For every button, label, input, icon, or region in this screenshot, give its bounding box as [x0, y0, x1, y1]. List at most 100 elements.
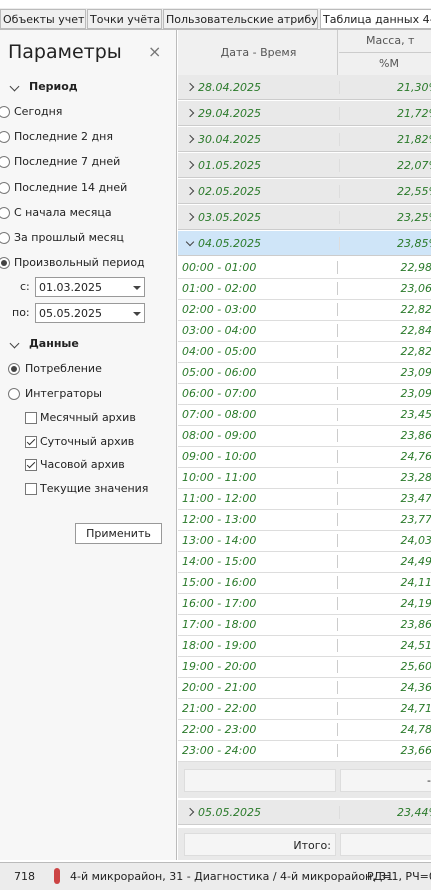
row-value: 23,099 — [400, 366, 431, 379]
status-bar — [0, 862, 431, 890]
group-value: 23,25% — [339, 211, 431, 224]
data-row — [178, 594, 431, 615]
row-time: 04:00 - 05:00 — [182, 345, 338, 358]
data-row — [178, 468, 431, 489]
row-time: 16:00 - 17:00 — [182, 597, 338, 610]
total-label: Итого: — [184, 833, 336, 856]
group-row[interactable] — [178, 75, 431, 100]
summary-value: - — [340, 769, 431, 792]
group-row[interactable] — [178, 153, 431, 178]
radio-label[interactable]: За прошлый месяц — [14, 231, 124, 244]
radio-label[interactable]: Произвольный период — [14, 256, 145, 270]
close-button[interactable]: × — [148, 42, 162, 61]
row-time: 20:00 - 21:00 — [182, 681, 338, 694]
data-row — [178, 342, 431, 363]
row-value: 23,869 — [400, 618, 431, 631]
data-row — [178, 300, 431, 321]
apply-button[interactable]: Применить — [75, 523, 162, 544]
tab[interactable]: Объекты учета — [0, 9, 86, 29]
radio[interactable] — [8, 388, 20, 400]
panel-title: Параметры — [8, 41, 122, 63]
group-date: 01.05.2025 — [198, 159, 261, 172]
data-row — [178, 405, 431, 426]
row-time: 09:00 - 10:00 — [182, 450, 338, 463]
radio-label[interactable]: Последние 7 дней — [14, 155, 121, 169]
row-time: 11:00 - 12:00 — [182, 492, 338, 505]
checkbox[interactable] — [25, 412, 37, 424]
field-label: по: — [12, 306, 30, 319]
radio[interactable] — [0, 131, 10, 144]
group-value: 22,55% — [339, 185, 431, 198]
group-row[interactable] — [178, 101, 431, 126]
row-time: 12:00 - 13:00 — [182, 513, 338, 526]
group-value: 23,85% — [339, 237, 431, 250]
summary-cell — [184, 769, 336, 792]
row-value: 24,369 — [400, 681, 431, 694]
radio[interactable] — [0, 181, 10, 194]
data-row — [178, 552, 431, 573]
data-row — [178, 699, 431, 720]
radio-label[interactable]: С начала месяца — [14, 205, 112, 219]
data-row — [178, 636, 431, 657]
radio[interactable] — [0, 232, 10, 244]
grid-header — [178, 30, 431, 77]
date-input[interactable]: 05.05.2025 — [35, 303, 145, 323]
group-row[interactable] — [178, 127, 431, 152]
row-value: 24,519 — [400, 639, 431, 652]
group-date: 28.04.2025 — [198, 81, 261, 94]
dropdown-arrow — [133, 312, 141, 316]
group-date: 29.04.2025 — [198, 107, 261, 120]
row-value: 25,609 — [400, 660, 431, 673]
group-date: 03.05.2025 — [198, 211, 261, 224]
row-time: 17:00 - 18:00 — [182, 618, 338, 631]
tab[interactable]: Точки учёта — [87, 9, 162, 29]
radio-label[interactable]: Сегодня — [14, 105, 63, 118]
group-row[interactable] — [178, 179, 431, 204]
radio[interactable] — [0, 206, 10, 219]
radio[interactable] — [0, 156, 10, 169]
data-row — [178, 741, 431, 762]
group-date: 02.05.2025 — [198, 185, 261, 198]
row-time: 05:00 - 06:00 — [182, 366, 338, 379]
row-value: 23,069 — [400, 282, 431, 295]
section-label: Данные — [29, 337, 79, 350]
row-value: 22,849 — [400, 324, 431, 337]
radio[interactable] — [0, 106, 10, 118]
header-cell: Дата - Время — [180, 30, 338, 76]
checkbox[interactable] — [25, 483, 37, 496]
row-value: 24,199 — [400, 597, 431, 610]
data-row — [178, 279, 431, 300]
row-time: 21:00 - 22:00 — [182, 702, 338, 715]
row-time: 23:00 - 24:00 — [182, 744, 338, 757]
row-time: 06:00 - 07:00 — [182, 387, 338, 400]
checkbox-label[interactable]: Часовой архив — [40, 458, 125, 472]
radio-label[interactable]: Потребление — [25, 362, 102, 375]
checkbox[interactable] — [25, 435, 37, 448]
dropdown-arrow — [133, 286, 141, 290]
row-time: 18:00 - 19:00 — [182, 639, 338, 652]
checkbox-label[interactable]: Месячный архив — [40, 411, 136, 424]
data-row — [178, 657, 431, 678]
section-label: Период — [29, 80, 78, 93]
total-value — [340, 833, 431, 856]
checkbox-label[interactable]: Текущие значения — [40, 482, 149, 496]
row-value: 23,289 — [400, 471, 431, 484]
checkbox-label[interactable]: Суточный архив — [40, 434, 135, 448]
radio-label[interactable]: Интеграторы — [25, 387, 102, 400]
row-time: 14:00 - 15:00 — [182, 555, 338, 568]
row-value: 24,719 — [400, 702, 431, 715]
date-input[interactable]: 01.03.2025 — [35, 277, 145, 297]
group-date: 30.04.2025 — [198, 133, 261, 146]
radio-label[interactable]: Последние 2 дня — [14, 130, 113, 144]
field-label: с: — [20, 280, 30, 293]
group-row[interactable] — [178, 231, 431, 256]
header-cell: Масса, т — [339, 30, 431, 53]
radio-label[interactable]: Последние 14 дней — [14, 180, 128, 194]
tab[interactable]: Таблица данных 4-й — [320, 9, 431, 29]
group-row[interactable] — [178, 800, 431, 825]
group-row[interactable] — [178, 205, 431, 230]
tab[interactable]: Пользовательские атрибуты — [163, 9, 318, 29]
row-time: 07:00 - 08:00 — [182, 408, 338, 421]
checkbox[interactable] — [25, 459, 37, 472]
